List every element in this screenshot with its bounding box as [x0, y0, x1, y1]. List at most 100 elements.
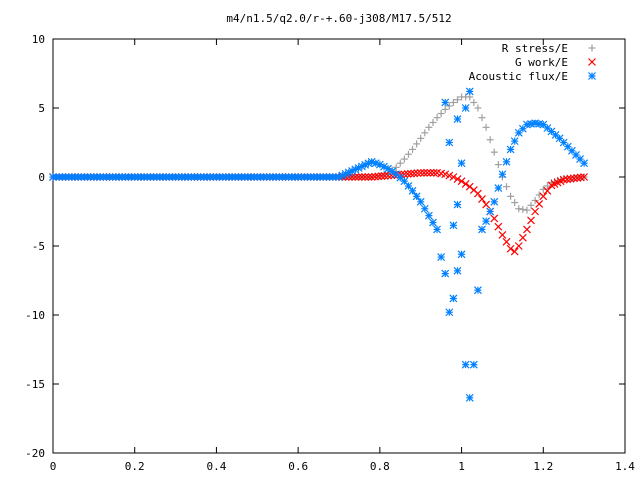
data-point	[482, 200, 491, 209]
data-point	[374, 172, 383, 181]
y-tick-label: -20	[25, 447, 45, 460]
data-point	[519, 205, 527, 213]
y-tick-label: -15	[25, 378, 45, 391]
series-acoustic-flux-e	[49, 87, 589, 402]
marker-stroke	[423, 168, 432, 177]
data-point	[457, 177, 466, 186]
series-g-work-e	[49, 168, 589, 256]
data-point	[478, 225, 486, 234]
data-point	[413, 140, 421, 148]
marker-stroke	[498, 170, 507, 179]
marker-stroke	[506, 244, 515, 253]
data-point	[482, 217, 491, 226]
data-point	[429, 118, 437, 126]
data-point	[417, 134, 425, 142]
marker-stroke	[416, 197, 425, 206]
data-point	[506, 244, 515, 253]
marker-stroke	[361, 173, 370, 181]
data-point	[465, 393, 474, 402]
marker-stroke	[441, 98, 450, 107]
data-point	[429, 168, 438, 177]
data-point	[424, 211, 433, 220]
data-point	[514, 242, 523, 250]
data-point	[410, 169, 419, 178]
data-point	[543, 186, 552, 195]
data-point	[503, 183, 511, 191]
marker-stroke	[449, 294, 458, 303]
marker-stroke	[375, 160, 384, 169]
marker-stroke	[410, 169, 419, 178]
marker-stroke	[388, 167, 397, 176]
data-point	[506, 145, 515, 154]
data-point	[357, 173, 366, 181]
marker-stroke	[478, 225, 486, 234]
marker-stroke	[457, 177, 466, 186]
data-point	[535, 199, 544, 208]
data-point	[555, 134, 564, 143]
marker-stroke	[469, 360, 478, 369]
marker-stroke	[420, 204, 429, 213]
marker-stroke	[384, 164, 392, 173]
marker-stroke	[518, 233, 527, 242]
y-tick-label: 10	[32, 33, 45, 46]
marker-stroke	[482, 217, 491, 226]
data-point	[437, 253, 446, 261]
marker-stroke	[429, 218, 437, 227]
marker-stroke	[514, 242, 523, 250]
data-point	[449, 173, 458, 181]
data-point	[531, 196, 539, 204]
marker-stroke	[465, 87, 474, 96]
marker-stroke	[453, 266, 462, 275]
marker-stroke	[510, 247, 519, 256]
marker-stroke	[445, 171, 454, 180]
marker-stroke	[494, 222, 503, 231]
marker-stroke	[461, 360, 470, 369]
data-point	[426, 168, 435, 177]
marker-stroke	[426, 168, 435, 177]
marker-stroke	[580, 173, 589, 181]
data-point	[490, 214, 499, 223]
marker-stroke	[502, 237, 511, 246]
data-point	[441, 269, 450, 278]
data-point	[465, 87, 474, 96]
marker-stroke	[380, 162, 388, 171]
data-point	[449, 294, 458, 303]
data-point	[461, 360, 470, 369]
marker-stroke	[576, 155, 584, 163]
marker-stroke	[567, 146, 576, 155]
marker-stroke	[445, 138, 454, 147]
marker-stroke	[377, 172, 386, 181]
data-point	[510, 137, 519, 146]
marker-stroke	[523, 225, 531, 234]
marker-stroke	[572, 150, 580, 159]
x-tick-label: 1	[458, 460, 465, 473]
data-point	[461, 104, 470, 112]
data-point	[380, 171, 389, 180]
marker-stroke	[580, 159, 589, 168]
y-tick-label: 0	[38, 171, 45, 184]
data-point	[420, 168, 428, 177]
x-tick-label: 0.4	[206, 460, 226, 473]
marker-stroke	[348, 173, 356, 181]
marker-stroke	[424, 211, 433, 220]
data-point	[445, 138, 454, 147]
data-point	[478, 195, 486, 204]
marker-stroke	[457, 250, 466, 259]
marker-stroke	[449, 173, 458, 181]
data-point	[445, 102, 453, 110]
data-point	[473, 286, 482, 295]
data-point	[416, 168, 425, 177]
chart-title: m4/n1.5/q2.0/r-+.60-j308/M17.5/512	[226, 12, 451, 25]
data-point	[478, 114, 486, 122]
data-point	[453, 175, 462, 183]
marker-stroke	[403, 170, 412, 178]
marker-stroke	[478, 195, 486, 204]
data-point	[523, 206, 531, 214]
data-point	[423, 168, 432, 177]
marker-stroke	[453, 200, 462, 209]
y-tick-label: -5	[32, 240, 45, 253]
series-r-stress-e	[49, 93, 588, 214]
marker-stroke	[502, 157, 511, 166]
marker-stroke	[469, 186, 478, 195]
